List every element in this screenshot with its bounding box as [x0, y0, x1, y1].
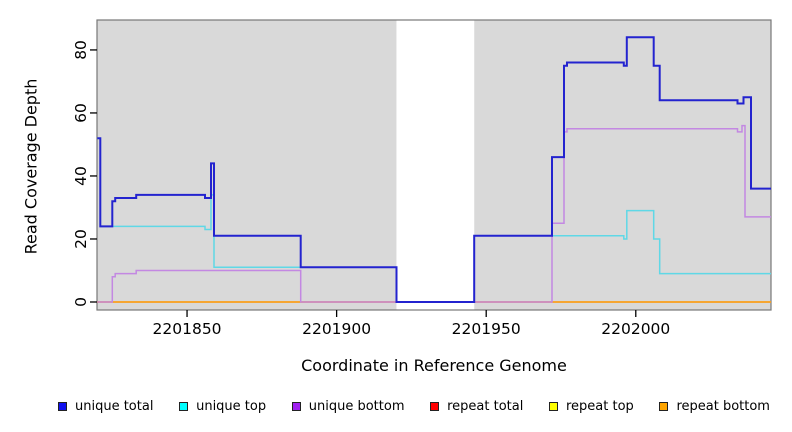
legend-item-unique-total: unique total — [58, 399, 153, 414]
legend-label: repeat total — [447, 399, 524, 414]
legend-label: unique top — [196, 399, 267, 414]
legend-label: unique bottom — [308, 399, 405, 414]
legend-label: repeat top — [566, 399, 634, 414]
x-tick-label: 2201850 — [153, 320, 222, 338]
legend-label: unique total — [75, 399, 154, 414]
y-tick-label: 40 — [72, 166, 90, 186]
series-line-unique-total — [97, 36, 771, 303]
x-tick-label: 2202000 — [601, 320, 670, 338]
legend-swatch-unique-bottom — [291, 402, 301, 411]
coverage-gap-band — [396, 20, 475, 310]
y-tick-label: 60 — [72, 103, 90, 123]
y-tick-label: 0 — [72, 297, 90, 307]
legend-item-repeat-total: repeat total — [430, 399, 523, 414]
x-tick-label: 2201900 — [302, 320, 371, 338]
x-axis-label: Coordinate in Reference Genome — [301, 356, 567, 375]
legend-item-unique-bottom: unique bottom — [291, 399, 405, 414]
legend-swatch-unique-total — [58, 402, 67, 411]
legend-item-unique-top: unique top — [179, 399, 266, 414]
plot-box-border — [96, 19, 772, 311]
y-axis-label: Read Coverage Depth — [21, 78, 41, 255]
legend-swatch-repeat-top — [549, 402, 558, 411]
legend: unique total unique top unique bottom repea… — [0, 399, 792, 414]
legend-swatch-repeat-bottom — [659, 402, 669, 411]
legend-item-repeat-top: repeat top — [549, 399, 634, 414]
x-tick-label: 2201950 — [452, 320, 521, 338]
legend-swatch-unique-top — [179, 402, 189, 411]
legend-item-repeat-bottom: repeat bottom — [659, 399, 770, 414]
legend-label: repeat bottom — [676, 399, 770, 414]
series-line-unique-bottom — [97, 124, 771, 303]
y-tick-label: 80 — [72, 40, 90, 60]
legend-swatch-repeat-total — [430, 402, 440, 411]
y-tick-label: 20 — [72, 229, 90, 249]
